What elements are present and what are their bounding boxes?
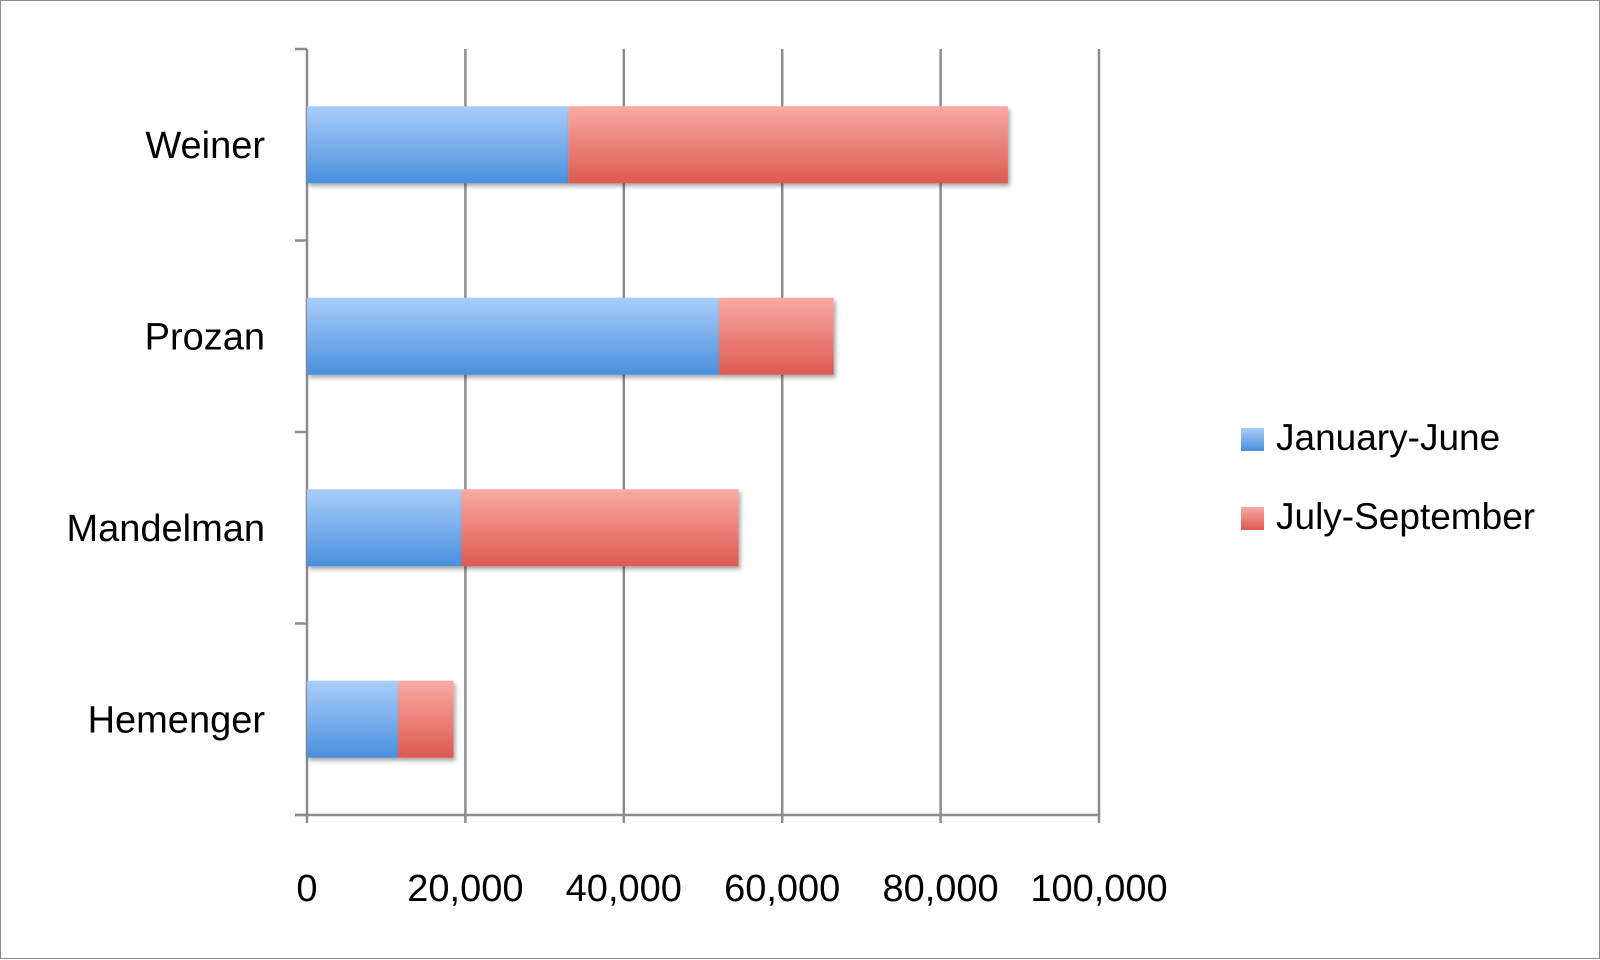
bar-hemenger-january-june bbox=[307, 680, 399, 758]
x-tick-label: 80,000 bbox=[882, 868, 998, 910]
x-tick-labels: 0 20,000 40,000 60,000 80,000 100,000 bbox=[296, 868, 1167, 910]
bars bbox=[307, 106, 1008, 758]
category-label: Weiner bbox=[145, 125, 265, 167]
x-tick-label: 20,000 bbox=[407, 868, 523, 910]
bar-weiner-july-september bbox=[568, 106, 1008, 184]
bar-mandelman-july-september bbox=[461, 489, 739, 567]
bar-prozan-january-june bbox=[307, 297, 719, 375]
bar-prozan-july-september bbox=[718, 297, 834, 375]
legend-label: July-September bbox=[1276, 496, 1535, 537]
category-label: Hemenger bbox=[88, 699, 266, 741]
bar-hemenger-july-september bbox=[398, 680, 454, 758]
legend-label: January-June bbox=[1276, 417, 1500, 458]
x-tick-label: 60,000 bbox=[724, 868, 840, 910]
category-label: Prozan bbox=[145, 316, 265, 358]
bar-weiner-january-june bbox=[307, 106, 569, 184]
legend-swatch bbox=[1241, 507, 1264, 530]
category-labels: Weiner Prozan Mandelman Hemenger bbox=[66, 125, 265, 742]
legend-swatch bbox=[1241, 428, 1264, 451]
bar-mandelman-january-june bbox=[307, 489, 462, 567]
category-label: Mandelman bbox=[66, 508, 265, 550]
legend-item: January-June bbox=[1241, 417, 1500, 458]
x-tick-label: 100,000 bbox=[1030, 868, 1167, 910]
x-tick-label: 0 bbox=[296, 868, 317, 910]
legend: January-June July-September bbox=[1241, 417, 1535, 537]
legend-item: July-September bbox=[1241, 496, 1535, 537]
x-tick-label: 40,000 bbox=[566, 868, 682, 910]
